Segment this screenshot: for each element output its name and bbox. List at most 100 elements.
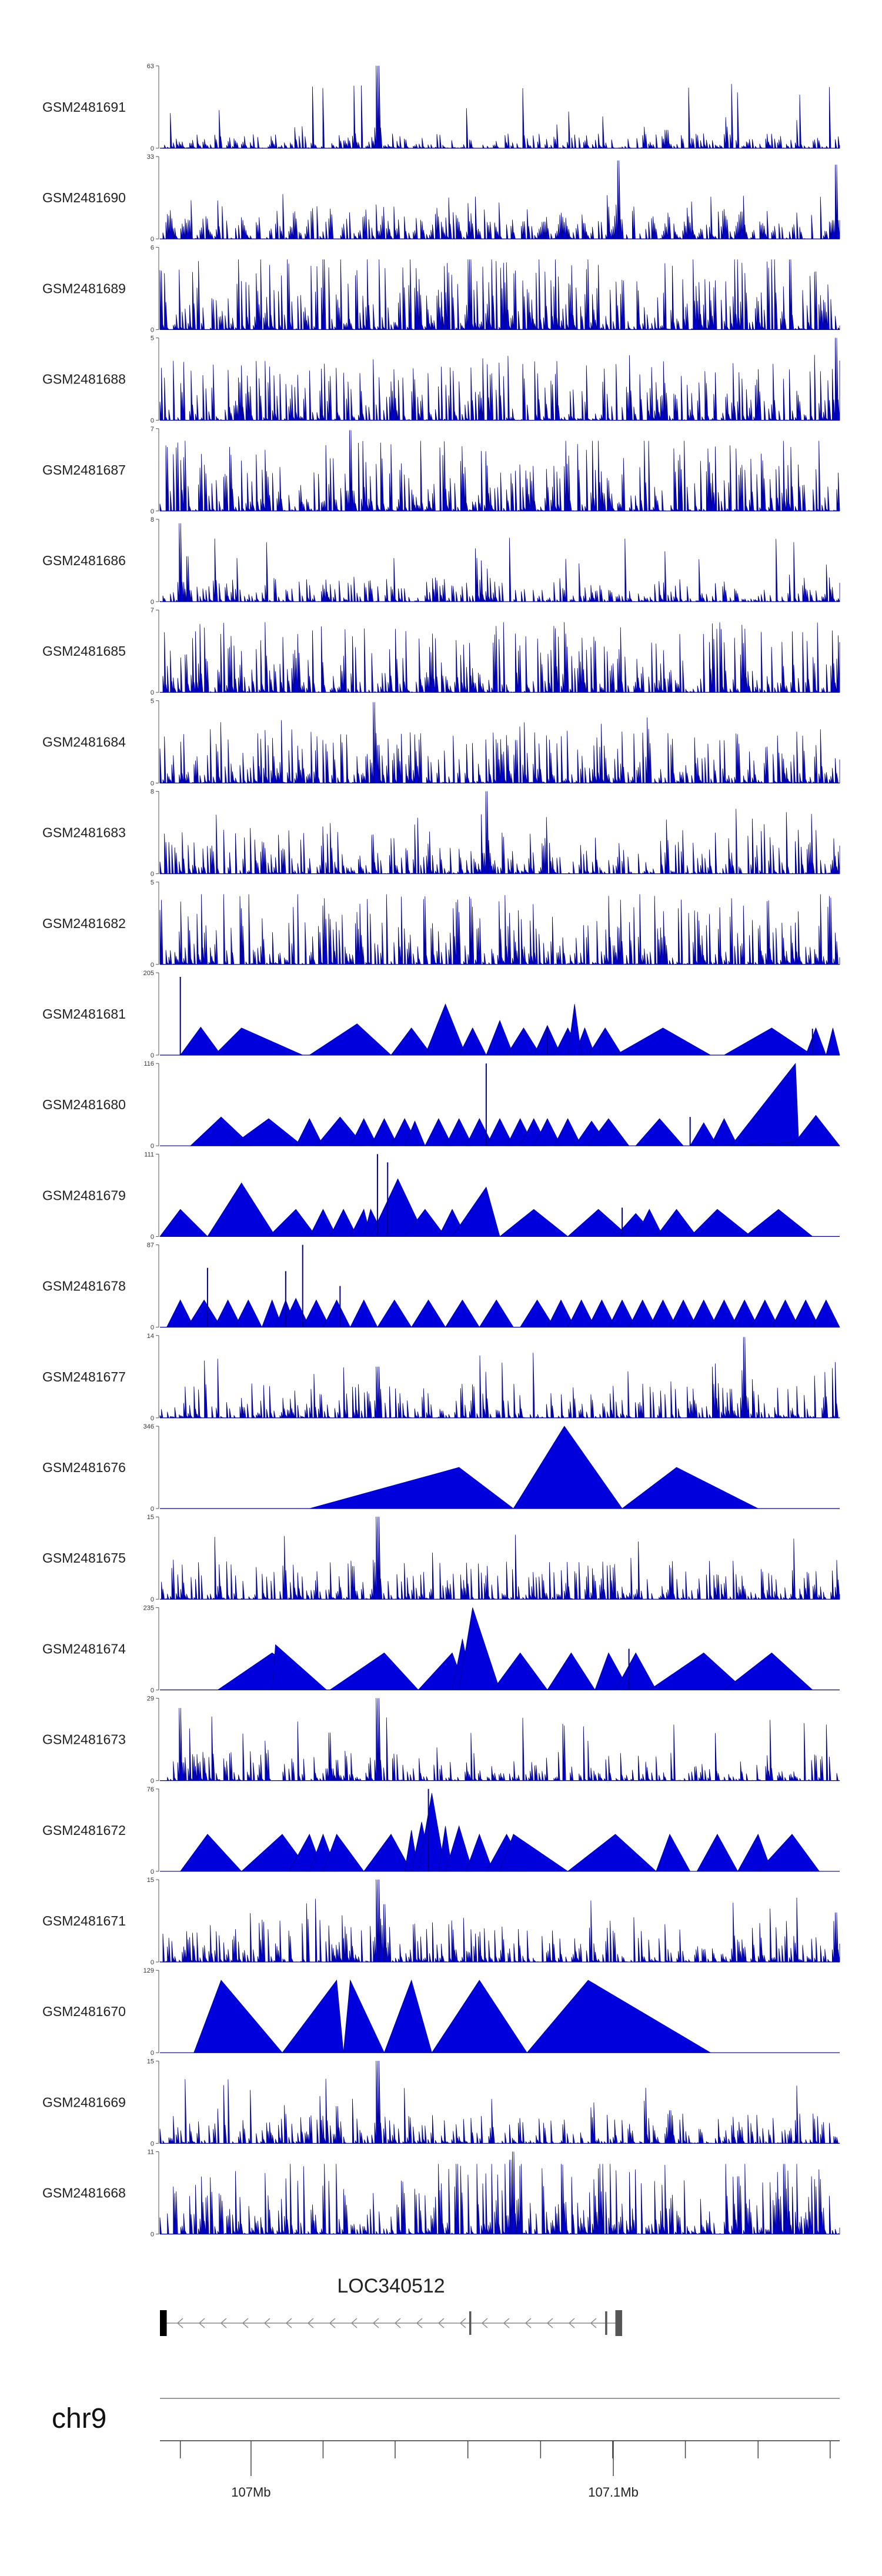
signal-triangle xyxy=(350,1118,378,1146)
signal-triangle xyxy=(370,1178,426,1237)
signal-triangle xyxy=(526,1980,711,2053)
strand-chevron xyxy=(481,2318,488,2328)
signal-triangle xyxy=(350,1299,378,1328)
signal-area xyxy=(159,65,840,149)
track-gsm2481690: GSM2481690 33 0 xyxy=(42,154,840,243)
signal-triangle xyxy=(826,1027,840,1056)
y-max-label: 7 xyxy=(151,426,154,433)
signal-triangle xyxy=(547,1652,596,1690)
strand-chevron xyxy=(198,2318,205,2328)
signal-triangle xyxy=(179,1834,242,1872)
signal-triangle xyxy=(614,1027,711,1056)
track-label: GSM2481681 xyxy=(42,1006,126,1022)
y-min-label: 0 xyxy=(151,145,154,152)
track-label: GSM2481668 xyxy=(42,2185,126,2201)
signal-triangle xyxy=(186,1299,222,1328)
track-gsm2481672: GSM2481672 76 0 xyxy=(42,1786,840,1876)
y-max-label: 76 xyxy=(147,1786,154,1793)
signal-triangle xyxy=(771,1299,800,1328)
signal-triangle xyxy=(506,1027,542,1056)
signal-triangle xyxy=(567,1834,657,1872)
signal-triangle xyxy=(730,1299,759,1328)
y-max-label: 15 xyxy=(147,1514,154,1521)
signal-area xyxy=(159,430,840,512)
signal-triangle xyxy=(295,1118,324,1146)
signal-triangle xyxy=(268,1209,317,1237)
strand-chevron xyxy=(394,2318,401,2328)
signal-area xyxy=(159,791,840,874)
signal-triangle xyxy=(730,1063,800,1146)
y-min-label: 0 xyxy=(151,1143,154,1150)
signal-triangle xyxy=(689,1209,752,1237)
y-min-label: 0 xyxy=(151,326,154,333)
track-label: GSM2481673 xyxy=(42,1732,126,1747)
track-gsm2481682: GSM2481682 5 0 xyxy=(42,879,840,969)
track-gsm2481675: GSM2481675 15 0 xyxy=(42,1514,840,1603)
gene-exon xyxy=(615,2310,623,2336)
strand-chevron xyxy=(242,2318,249,2328)
strand-chevron xyxy=(590,2318,597,2328)
y-max-label: 15 xyxy=(147,1877,154,1884)
y-max-label: 29 xyxy=(147,1696,154,1703)
signal-triangle xyxy=(329,1209,358,1237)
gene-track: LOC340512 xyxy=(160,2275,623,2336)
signal-area xyxy=(159,1698,840,1781)
y-min-label: 0 xyxy=(151,962,154,969)
signal-triangle xyxy=(445,1118,473,1146)
signal-triangle xyxy=(791,1115,840,1146)
y-min-label: 0 xyxy=(151,1687,154,1694)
signal-triangle xyxy=(363,1834,412,1872)
signal-triangle xyxy=(628,1299,657,1328)
y-min-label: 0 xyxy=(151,2050,154,2057)
signal-area xyxy=(159,338,840,421)
signal-area xyxy=(159,2061,840,2144)
signal-triangle xyxy=(377,1299,412,1328)
track-gsm2481674: GSM2481674 235 0 xyxy=(42,1604,840,1694)
signal-triangle xyxy=(656,1833,691,1872)
signal-triangle xyxy=(635,1118,684,1146)
signal-triangle xyxy=(213,1299,242,1328)
y-max-label: 129 xyxy=(143,1967,154,1974)
track-gsm2481669: GSM2481669 15 0 xyxy=(42,2058,840,2147)
signal-area xyxy=(159,1879,840,1963)
y-min-label: 0 xyxy=(151,871,154,878)
track-label: GSM2481685 xyxy=(42,643,126,659)
signal-area xyxy=(159,259,840,330)
gene-exon xyxy=(160,2310,167,2336)
track-label: GSM2481683 xyxy=(42,825,126,840)
signal-triangle xyxy=(240,1834,310,1872)
track-label: GSM2481677 xyxy=(42,1369,126,1384)
signal-triangle xyxy=(458,1027,487,1056)
signal-area xyxy=(159,2151,840,2234)
signal-triangle xyxy=(459,1607,500,1690)
y-max-label: 11 xyxy=(148,2149,154,2156)
signal-triangle xyxy=(519,1299,555,1328)
track-label: GSM2481675 xyxy=(42,1550,126,1566)
y-min-label: 0 xyxy=(151,1868,154,1876)
y-min-label: 0 xyxy=(151,1324,154,1332)
axis-tick-label: 107Mb xyxy=(231,2485,270,2500)
signal-triangle xyxy=(757,1834,820,1872)
y-max-label: 235 xyxy=(143,1604,154,1611)
track-gsm2481670: GSM2481670 129 0 xyxy=(42,1967,840,2057)
track-gsm2481688: GSM2481688 5 0 xyxy=(42,335,840,425)
track-label: GSM2481687 xyxy=(42,462,126,478)
track-gsm2481685: GSM2481685 7 0 xyxy=(42,607,840,696)
signal-triangle xyxy=(479,1299,514,1328)
signal-area xyxy=(159,622,840,693)
signal-triangle xyxy=(751,1299,779,1328)
signal-triangle xyxy=(159,1209,208,1237)
track-label: GSM2481684 xyxy=(42,734,126,749)
signal-triangle xyxy=(193,1980,283,2053)
y-max-label: 116 xyxy=(143,1060,154,1067)
track-label: GSM2481671 xyxy=(42,1913,126,1928)
y-min-label: 0 xyxy=(151,1506,154,1513)
signal-triangle xyxy=(547,1299,575,1328)
track-label: GSM2481682 xyxy=(42,916,126,931)
strand-chevron xyxy=(350,2318,358,2328)
track-gsm2481671: GSM2481671 15 0 xyxy=(42,1877,840,1966)
y-max-label: 7 xyxy=(151,607,154,614)
signal-triangle xyxy=(425,1003,466,1056)
y-min-label: 0 xyxy=(151,1415,154,1422)
